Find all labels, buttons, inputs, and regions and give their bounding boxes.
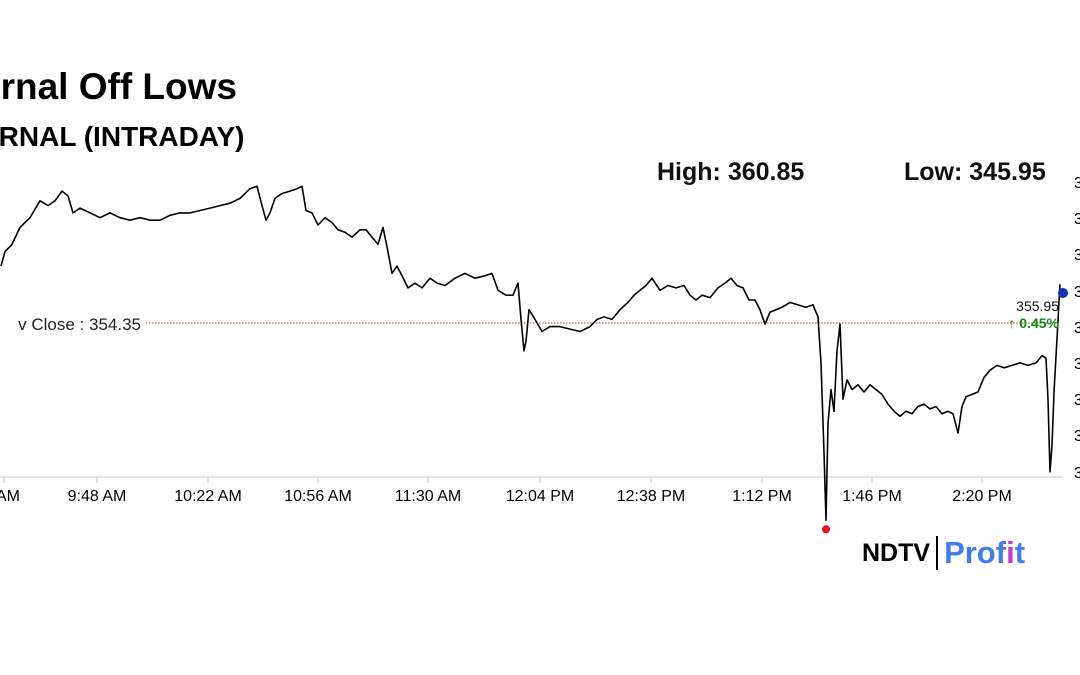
prev-close-label: v Close : 354.35 <box>18 315 141 334</box>
y-tick-label: 3 <box>1074 211 1080 228</box>
last-value-label: 355.95 <box>1016 298 1059 314</box>
y-tick-label: 3 <box>1074 356 1080 373</box>
y-tick-label: 3 <box>1074 175 1080 192</box>
y-tick-label: 3 <box>1074 465 1080 482</box>
x-tick-label: 12:38 PM <box>617 488 685 505</box>
change-label: ↑ 0.45% <box>1008 315 1059 331</box>
price-line <box>0 185 1061 521</box>
profit-logo-text: Profit <box>944 535 1025 571</box>
logo-divider <box>936 536 939 570</box>
last-value-marker <box>1058 288 1068 298</box>
profit-logo-part: Prof <box>944 535 1007 570</box>
x-tick-label: 12:04 PM <box>506 488 574 505</box>
chart-subtitle: ERNAL (INTRADAY) <box>0 121 245 152</box>
x-tick-label: AM <box>0 488 20 505</box>
x-tick-label: 10:22 AM <box>174 488 242 505</box>
x-tick-label: 1:46 PM <box>842 488 902 505</box>
y-tick-label: 3 <box>1074 320 1080 337</box>
profit-logo-end: t <box>1014 535 1026 570</box>
low-marker <box>822 525 830 534</box>
x-tick-label: 2:20 PM <box>952 488 1012 505</box>
y-tick-label: 3 <box>1074 392 1080 409</box>
y-tick-label: 3 <box>1074 247 1080 264</box>
x-tick-label: 9:48 AM <box>68 488 127 505</box>
profit-logo-i: i <box>1006 535 1015 570</box>
ndtv-profit-logo: NDTV Profit <box>862 533 1025 573</box>
low-value: Low: 345.95 <box>904 158 1046 186</box>
x-tick-label: 1:12 PM <box>732 488 792 505</box>
ndtv-logo-text: NDTV <box>862 538 931 567</box>
y-tick-label: 3 <box>1074 284 1080 301</box>
x-tick-label: 10:56 AM <box>284 488 352 505</box>
y-tick-label: 3 <box>1074 428 1080 445</box>
x-tick-label: 11:30 AM <box>395 488 461 505</box>
high-value: High: 360.85 <box>657 158 805 186</box>
chart-title: ernal Off Lows <box>0 66 237 107</box>
